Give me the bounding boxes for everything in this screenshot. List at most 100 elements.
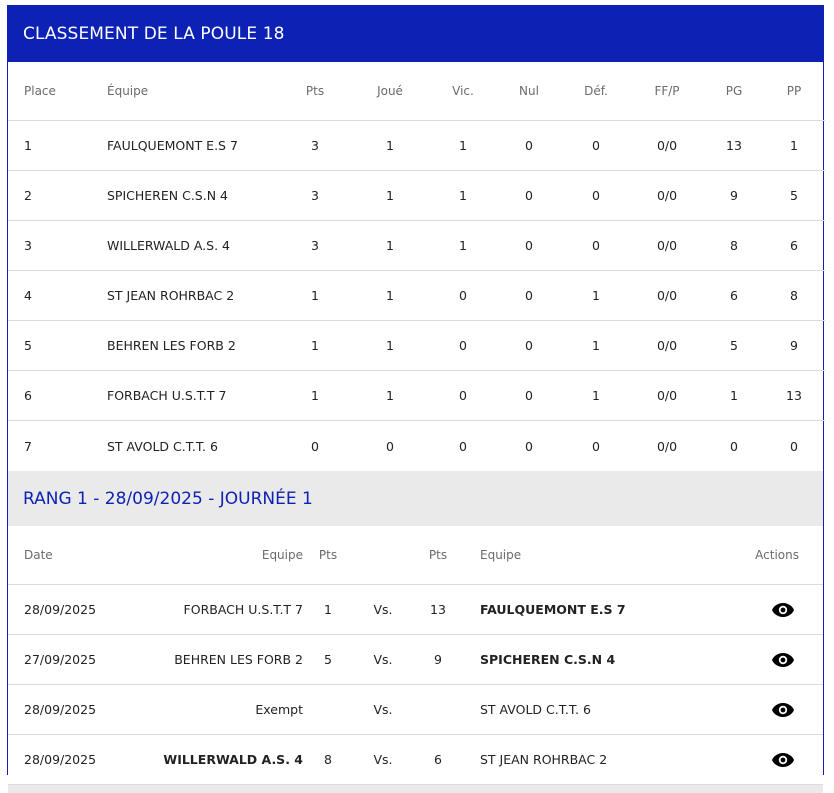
- away-team: ST AVOLD C.T.T. 6: [462, 684, 662, 735]
- poule-panel: CLASSEMENT DE LA POULE 18 Place Équipe P…: [7, 5, 825, 793]
- actions-cell: [662, 684, 823, 735]
- home-score: 5: [304, 634, 352, 685]
- team-cell: BEHREN LES FORB 2: [106, 320, 281, 371]
- eye-icon[interactable]: [771, 702, 795, 718]
- eye-icon[interactable]: [771, 652, 795, 668]
- played-cell: 1: [349, 170, 431, 221]
- home-team: Exempt: [148, 684, 304, 735]
- col-team: Équipe: [106, 62, 281, 121]
- ranking-row: 1 FAULQUEMONT E.S 7 3 1 1 0 0 0/0 13 1: [8, 120, 825, 171]
- match-row: 27/09/2025 BEHREN LES FORB 2 5 Vs. 9 SPI…: [8, 634, 823, 685]
- matches-header-row: Date Equipe Pts Pts Equipe Actions: [8, 526, 823, 585]
- col-forfeits: FF/P: [629, 62, 705, 121]
- losses-cell: 1: [563, 320, 629, 371]
- ranking-row: 2 SPICHEREN C.S.N 4 3 1 1 0 0 0/0 9 5: [8, 170, 825, 221]
- place-cell: 5: [8, 320, 106, 371]
- forfeits-cell: 0/0: [629, 320, 705, 371]
- losses-cell: 0: [563, 120, 629, 171]
- ranking-row: 6 FORBACH U.S.T.T 7 1 1 0 0 1 0/0 1 13: [8, 370, 825, 421]
- vs-label: Vs.: [352, 734, 414, 785]
- ranking-row: 4 ST JEAN ROHRBAC 2 1 1 0 0 1 0/0 6 8: [8, 270, 825, 321]
- points-cell: 3: [281, 220, 349, 271]
- wins-cell: 1: [431, 220, 495, 271]
- ranking-row: 3 WILLERWALD A.S. 4 3 1 1 0 0 0/0 8 6: [8, 220, 825, 271]
- games-lost-cell: 9: [763, 320, 825, 371]
- team-cell: FORBACH U.S.T.T 7: [106, 370, 281, 421]
- actions-cell: [662, 634, 823, 685]
- col-losses: Déf.: [563, 62, 629, 121]
- wins-cell: 1: [431, 170, 495, 221]
- col-away-points: Pts: [414, 526, 462, 585]
- forfeits-cell: 0/0: [629, 370, 705, 421]
- games-lost-cell: 0: [790, 438, 798, 454]
- place-cell: 3: [8, 220, 106, 271]
- home-team-winner: WILLERWALD A.S. 4: [148, 734, 304, 785]
- played-cell: 1: [349, 220, 431, 271]
- losses-cell: 1: [563, 370, 629, 421]
- forfeits-cell: 0/0: [656, 438, 678, 454]
- team-cell: FAULQUEMONT E.S 7: [106, 120, 281, 171]
- round-title: RANG 1 - 28/09/2025 - JOURNÉE 1: [8, 471, 823, 526]
- actions-cell: [662, 734, 823, 785]
- wins-cell: 0: [431, 270, 495, 321]
- away-score: 9: [414, 634, 462, 685]
- draws-cell: 0: [525, 438, 533, 454]
- games-won-cell: 5: [705, 320, 763, 371]
- eye-icon[interactable]: [771, 752, 795, 768]
- eye-icon[interactable]: [771, 602, 795, 618]
- played-cell: 1: [349, 120, 431, 171]
- col-wins: Vic.: [431, 62, 495, 121]
- ranking-header-row: Place Équipe Pts Joué Vic. Nul Déf. FF/P…: [8, 62, 825, 121]
- played-cell: 1: [349, 270, 431, 321]
- draws-cell: 0: [495, 270, 563, 321]
- col-vs: [352, 526, 414, 585]
- away-team: ST JEAN ROHRBAC 2: [462, 734, 662, 785]
- games-won-cell: 0: [730, 438, 738, 454]
- team-cell: WILLERWALD A.S. 4: [106, 220, 281, 271]
- col-home-team: Equipe: [148, 526, 304, 585]
- col-games-won: PG: [705, 62, 763, 121]
- games-lost-cell: 6: [763, 220, 825, 271]
- points-cell: 1: [281, 370, 349, 421]
- home-team: FORBACH U.S.T.T 7: [148, 584, 304, 635]
- wins-cell: 0: [431, 370, 495, 421]
- draws-cell: 0: [495, 120, 563, 171]
- vs-label: Vs.: [352, 584, 414, 635]
- games-won-cell: 1: [705, 370, 763, 421]
- games-lost-cell: 8: [763, 270, 825, 321]
- games-lost-cell: 13: [763, 370, 825, 421]
- away-team-winner: SPICHEREN C.S.N 4: [462, 634, 662, 685]
- match-row: 28/09/2025 Exempt Vs. ST AVOLD C.T.T. 6: [8, 684, 823, 735]
- place-cell: 4: [8, 270, 106, 321]
- actions-cell: [662, 584, 823, 635]
- wins-cell: 0: [459, 438, 467, 454]
- losses-cell: 0: [563, 220, 629, 271]
- forfeits-cell: 0/0: [629, 220, 705, 271]
- match-date: 28/09/2025: [8, 734, 148, 785]
- match-row: 28/09/2025 FORBACH U.S.T.T 7 1 Vs. 13 FA…: [8, 584, 823, 635]
- losses-cell: 0: [563, 170, 629, 221]
- losses-cell: 1: [563, 270, 629, 321]
- ranking-row: 7 ST AVOLD C.T.T. 6 0 0 0 0 0 0/0 0 0: [8, 421, 825, 472]
- place-cell: 1: [8, 120, 106, 171]
- ranking-table: Place Équipe Pts Joué Vic. Nul Déf. FF/P…: [8, 62, 825, 471]
- played-cell: 1: [349, 370, 431, 421]
- forfeits-cell: 0/0: [629, 270, 705, 321]
- points-cell: 1: [281, 270, 349, 321]
- place-cell: 7: [24, 438, 32, 454]
- col-home-points: Pts: [304, 526, 352, 585]
- played-cell: 1: [349, 320, 431, 371]
- home-team: BEHREN LES FORB 2: [148, 634, 304, 685]
- ranking-title: CLASSEMENT DE LA POULE 18: [8, 5, 823, 62]
- games-won-cell: 9: [705, 170, 763, 221]
- games-lost-cell: 1: [763, 120, 825, 171]
- home-score: 1: [304, 584, 352, 635]
- losses-cell: 0: [592, 438, 600, 454]
- vs-label: Vs.: [352, 684, 414, 735]
- vs-label: Vs.: [352, 634, 414, 685]
- away-score: 13: [414, 584, 462, 635]
- forfeits-cell: 0/0: [629, 170, 705, 221]
- col-date: Date: [8, 526, 148, 585]
- games-lost-cell: 5: [763, 170, 825, 221]
- next-section-strip: [8, 785, 823, 793]
